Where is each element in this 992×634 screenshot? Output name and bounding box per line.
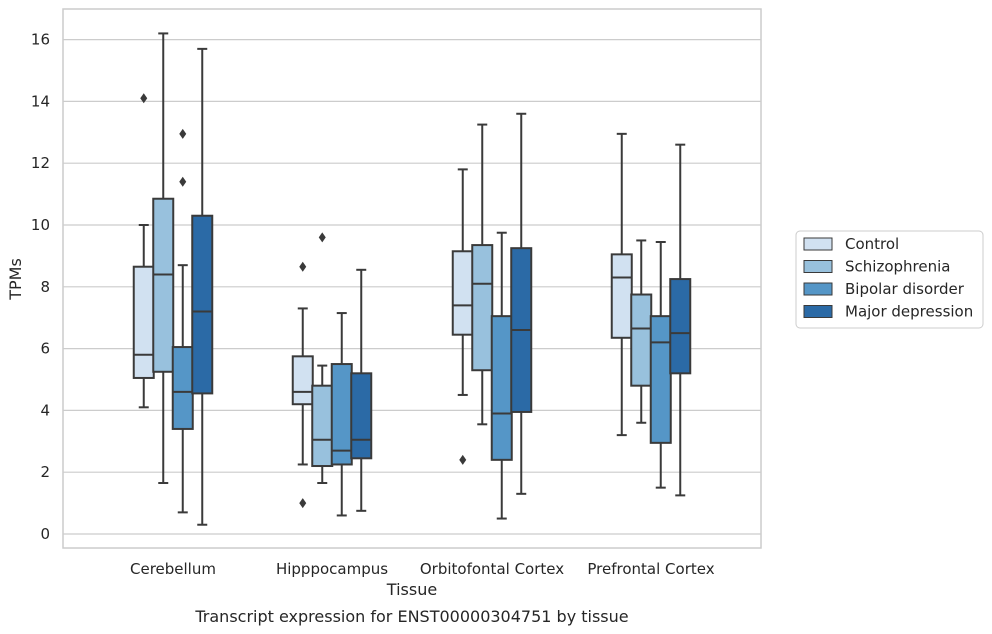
box-element: [152, 32, 175, 485]
legend: Control Schizophrenia Bipolar disorder Majo…: [795, 230, 984, 329]
legend-frame: [795, 230, 984, 329]
series-group: [132, 93, 633, 509]
iqr-box: [171, 346, 194, 430]
series-group: [171, 128, 672, 520]
outlier-point: [299, 498, 307, 509]
y-axis-label: TPMs: [6, 258, 25, 301]
outlier-point: [299, 261, 307, 272]
box-series: [132, 32, 692, 526]
box-element: [291, 261, 314, 509]
box-element: [669, 143, 692, 497]
y-tick-label: 8: [40, 278, 50, 296]
box-element: [171, 128, 194, 514]
x-tick-label: Cerebellum: [130, 560, 216, 578]
legend-swatch: [803, 260, 833, 273]
iqr-box: [649, 315, 672, 444]
box-element: [510, 112, 533, 495]
y-tick-label: 4: [40, 401, 50, 419]
x-tick-label: Prefrontal Cortex: [587, 560, 714, 578]
legend-swatch: [803, 305, 833, 318]
box-element: [630, 239, 653, 424]
iqr-box: [291, 355, 314, 406]
outlier-point: [318, 232, 326, 243]
box-element: [350, 268, 373, 512]
y-tick-label: 14: [31, 92, 50, 110]
outlier-point: [179, 176, 187, 187]
box-element: [471, 123, 494, 426]
box-element: [311, 232, 334, 485]
x-axis-label: Tissue: [386, 580, 437, 599]
y-tick-label: 0: [40, 525, 50, 543]
series-group: [152, 32, 653, 485]
legend-label: Control: [845, 235, 899, 253]
iqr-box: [451, 250, 474, 336]
iqr-box: [610, 253, 633, 339]
iqr-box: [311, 384, 334, 468]
series-group: [191, 47, 692, 526]
box-element: [610, 132, 633, 437]
y-tick-label: 6: [40, 340, 50, 358]
iqr-box: [152, 197, 175, 373]
y-tick-label: 12: [31, 154, 50, 172]
outlier-point: [179, 128, 187, 139]
x-tick-label: Orbitofontal Cortex: [420, 560, 564, 578]
iqr-box: [132, 265, 155, 379]
y-tick-label: 16: [31, 31, 50, 49]
iqr-box: [471, 244, 494, 372]
x-tick-label: Hipppocampus: [276, 560, 388, 578]
outlier-point: [140, 93, 148, 104]
iqr-box: [350, 372, 373, 460]
iqr-box: [191, 214, 214, 395]
iqr-box: [630, 293, 653, 387]
box-element: [191, 47, 214, 526]
iqr-box: [490, 315, 513, 461]
legend-swatch: [803, 237, 833, 251]
legend-label: Schizophrenia: [845, 258, 950, 276]
legend-label: Major depression: [845, 303, 973, 321]
box-element: [451, 168, 474, 465]
outlier-point: [459, 454, 467, 465]
box-element: [132, 93, 155, 409]
box-element: [490, 231, 513, 520]
legend-swatch: [803, 282, 833, 296]
iqr-box: [669, 278, 692, 375]
plot-area-frame: [62, 8, 762, 549]
x-tick-labels: Cerebellum Hipppocampus Orbitofontal Corte…: [130, 560, 715, 578]
y-tick-label: 10: [31, 216, 50, 234]
y-tick-label: 2: [40, 463, 50, 481]
iqr-box: [330, 363, 353, 466]
legend-label: Bipolar disorder: [845, 280, 965, 298]
box-element: [649, 240, 672, 489]
box-element: [330, 312, 353, 517]
chart-caption: Transcript expression for ENST0000030475…: [194, 607, 628, 626]
y-tick-labels: 0 2 4 6 8 10 12 14 16: [31, 31, 50, 543]
